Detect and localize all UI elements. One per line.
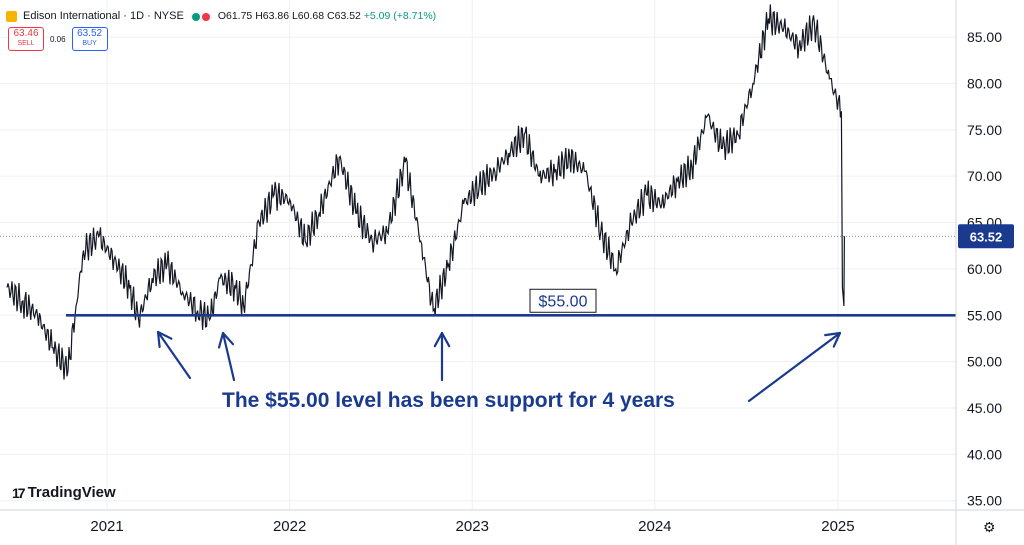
y-tick-label: 40.00 [967,446,1002,462]
y-tick-label: 45.00 [967,400,1002,416]
symbol-logo-icon [6,10,17,22]
x-tick-label: 2024 [638,518,671,535]
price-line [6,4,845,380]
tradingview-name: TradingView [27,484,116,501]
buy-price: 63.52 [77,28,103,39]
x-tick-label: 2021 [90,518,123,535]
chart-header: Edison International · 1D · NYSE O61.75 … [6,7,436,25]
support-label-box: $55.00 [529,288,597,313]
ohlc-low: L60.68 [291,10,325,22]
arrow-2021b-icon [217,331,236,382]
support-label: $55.00 [539,293,588,310]
arrow-2021-icon [156,330,192,380]
status-pill[interactable] [189,11,212,21]
sell-label: SELL [17,40,35,47]
y-tick-label: 60.00 [967,261,1002,277]
y-tick-label: 80.00 [967,75,1002,91]
y-tick-label: 85.00 [967,29,1002,45]
y-tick-label: 35.00 [967,493,1002,509]
spread-value: 0.06 [50,34,66,44]
buy-button[interactable]: 63.52 BUY [71,27,108,51]
y-tick-label: 55.00 [967,307,1002,323]
y-tick-label: 75.00 [967,122,1002,138]
buy-label: BUY [82,40,97,47]
ohlc-high: H63.86 [255,10,290,22]
tradingview-logo[interactable]: 17 TradingView [12,484,116,501]
tradingview-mark-icon: 17 [12,484,26,501]
symbol-title[interactable]: Edison International · 1D · NYSE [23,10,184,22]
x-tick-label: 2025 [821,518,854,535]
ohlc-change: +5.09 (+8.71%) [363,10,437,22]
x-axis: 2021 2022 2023 2024 2025 [90,518,854,535]
y-axis: 35.0040.0045.0050.0055.0060.0065.0070.00… [967,29,1002,509]
grid [0,0,956,510]
market-open-icon [191,12,200,21]
y-tick-label: 50.00 [967,354,1002,370]
y-tick-label: 70.00 [967,168,1002,184]
last-price-label: 63.52 [970,229,1003,244]
arrow-2025-icon [747,331,842,403]
ohlc-readout: O61.75 H63.86 L60.68 C63.52 +5.09 (+8.71… [218,10,436,22]
wave-icon [201,12,210,21]
sell-price: 63.46 [13,28,39,39]
trade-buttons: 63.46 SELL 0.06 63.52 BUY [8,27,108,51]
arrow-2022-icon [433,331,451,382]
settings-gear-icon[interactable]: ⚙ [983,519,996,535]
ohlc-open: O61.75 [217,10,253,22]
x-tick-label: 2022 [273,518,306,535]
annotation-text: The $55.00 level has been support for 4 … [222,389,675,412]
annotation-arrows [156,330,842,403]
x-tick-label: 2023 [456,518,489,535]
last-price-marker: 63.52 [0,224,1014,249]
ohlc-close: C63.52 [327,10,361,22]
sell-button[interactable]: 63.46 SELL [8,27,44,51]
